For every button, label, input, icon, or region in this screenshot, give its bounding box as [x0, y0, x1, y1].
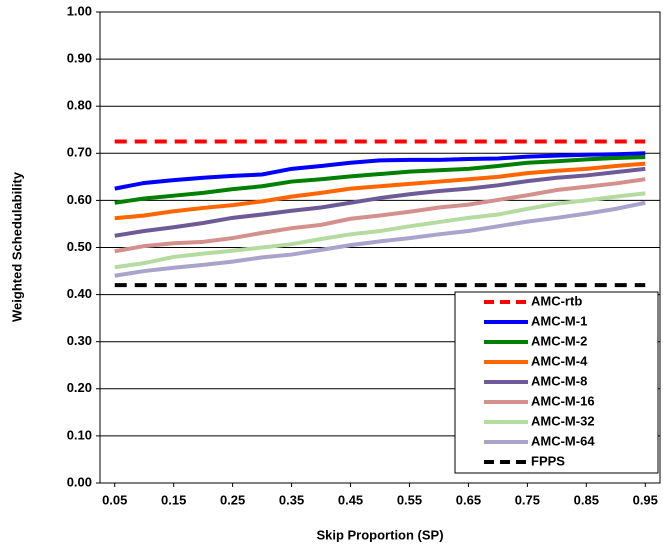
legend-label: AMC-rtb	[531, 293, 582, 308]
x-tick-label: 0.55	[397, 492, 422, 507]
y-tick-label: 0.50	[67, 239, 92, 254]
y-tick-label: 1.00	[67, 3, 92, 18]
x-tick-label: 0.05	[102, 492, 127, 507]
legend-label: AMC-M-2	[531, 333, 587, 348]
y-tick-label: 0.20	[67, 380, 92, 395]
x-axis-title: Skip Proportion (SP)	[316, 527, 443, 542]
x-tick-label: 0.45	[338, 492, 363, 507]
y-tick-label: 0.70	[67, 145, 92, 160]
y-tick-label: 0.90	[67, 51, 92, 66]
x-tick-label: 0.85	[574, 492, 599, 507]
y-tick-label: 0.60	[67, 192, 92, 207]
x-tick-label: 0.35	[279, 492, 304, 507]
x-tick-label: 0.95	[633, 492, 658, 507]
legend-label: AMC-M-1	[531, 313, 587, 328]
y-tick-label: 0.80	[67, 98, 92, 113]
y-tick-label: 0.40	[67, 286, 92, 301]
y-tick-label: 0.00	[67, 474, 92, 489]
x-tick-label: 0.75	[515, 492, 540, 507]
legend-label: AMC-M-64	[531, 433, 595, 448]
plot-border	[99, 11, 661, 484]
series-line	[114, 161, 646, 221]
series-line	[114, 155, 646, 205]
legend-label: FPPS	[531, 453, 565, 468]
series-line	[114, 166, 646, 238]
x-tick-label: 0.25	[220, 492, 245, 507]
legend-label: AMC-M-4	[531, 353, 588, 368]
y-tick-label: 0.30	[67, 333, 92, 348]
legend-label: AMC-M-32	[531, 413, 595, 428]
series-line	[114, 200, 646, 278]
series-line	[114, 177, 646, 254]
series-line	[114, 151, 646, 191]
y-tick-label: 0.10	[67, 427, 92, 442]
series-line	[114, 191, 646, 270]
x-tick-label: 0.15	[161, 492, 186, 507]
legend-label: AMC-M-8	[531, 373, 587, 388]
legend-label: AMC-M-16	[531, 393, 595, 408]
legend: AMC-rtb AMC-M-1 AMC-M-2 AMC-M-4 AMC-M-8 AMC-M…	[454, 291, 659, 474]
x-tick-label: 0.65	[456, 492, 481, 507]
y-axis-title: Weighted Schedulability	[9, 171, 24, 322]
